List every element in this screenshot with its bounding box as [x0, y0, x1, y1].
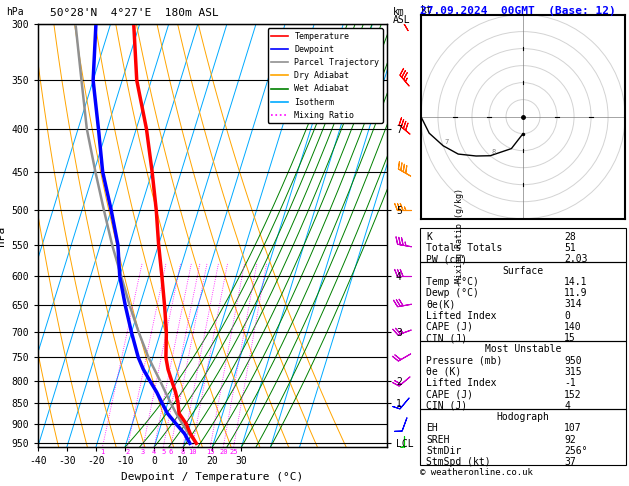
Text: 2: 2 [125, 449, 130, 455]
Text: θe (K): θe (K) [426, 367, 462, 377]
Text: Totals Totals: Totals Totals [426, 243, 503, 253]
Text: 5: 5 [161, 449, 165, 455]
Text: kt: kt [421, 4, 433, 15]
Text: 11.9: 11.9 [564, 288, 587, 298]
X-axis label: Dewpoint / Temperature (°C): Dewpoint / Temperature (°C) [121, 472, 303, 482]
Text: 0: 0 [564, 311, 570, 321]
Text: 20: 20 [219, 449, 228, 455]
Text: Temp (°C): Temp (°C) [426, 277, 479, 287]
Text: 3: 3 [141, 449, 145, 455]
Text: 8: 8 [181, 449, 185, 455]
Text: 37: 37 [564, 457, 576, 467]
Text: 107: 107 [564, 423, 582, 434]
Text: Lifted Index: Lifted Index [426, 311, 497, 321]
Text: Lifted Index: Lifted Index [426, 378, 497, 388]
Text: CIN (J): CIN (J) [426, 333, 467, 343]
Text: K: K [426, 232, 432, 242]
Text: Pressure (mb): Pressure (mb) [426, 356, 503, 366]
Text: CIN (J): CIN (J) [426, 401, 467, 411]
Text: Dewp (°C): Dewp (°C) [426, 288, 479, 298]
Text: 314: 314 [564, 299, 582, 310]
Text: 950: 950 [564, 356, 582, 366]
Text: 14.1: 14.1 [564, 277, 587, 287]
Text: Hodograph: Hodograph [496, 412, 550, 422]
Text: 6: 6 [169, 449, 173, 455]
Text: © weatheronline.co.uk: © weatheronline.co.uk [420, 468, 533, 477]
Text: 2.03: 2.03 [564, 254, 587, 264]
Text: Surface: Surface [503, 265, 543, 276]
Text: CAPE (J): CAPE (J) [426, 390, 474, 399]
Bar [420, 228, 626, 262]
Text: StmDir: StmDir [426, 446, 462, 456]
Text: 140: 140 [564, 322, 582, 332]
Y-axis label: Mixing Ratio (g/kg): Mixing Ratio (g/kg) [455, 188, 464, 283]
Text: 8: 8 [492, 149, 496, 155]
Text: km: km [393, 7, 405, 17]
Text: 152: 152 [564, 390, 582, 399]
Text: 51: 51 [564, 243, 576, 253]
Text: 50°28'N  4°27'E  180m ASL: 50°28'N 4°27'E 180m ASL [50, 8, 219, 18]
Text: 315: 315 [564, 367, 582, 377]
Text: EH: EH [426, 423, 438, 434]
Text: ASL: ASL [393, 15, 411, 25]
Legend: Temperature, Dewpoint, Parcel Trajectory, Dry Adiabat, Wet Adiabat, Isotherm, Mi: Temperature, Dewpoint, Parcel Trajectory… [268, 29, 382, 123]
Text: PW (cm): PW (cm) [426, 254, 467, 264]
Text: 1: 1 [101, 449, 104, 455]
Text: 25: 25 [230, 449, 238, 455]
Y-axis label: hPa: hPa [0, 226, 6, 246]
Text: 10: 10 [188, 449, 197, 455]
Text: Most Unstable: Most Unstable [485, 345, 561, 354]
Text: 7: 7 [445, 139, 449, 145]
Bar [420, 409, 626, 465]
Bar [420, 262, 626, 341]
Text: CAPE (J): CAPE (J) [426, 322, 474, 332]
Text: 28: 28 [564, 232, 576, 242]
Text: θe(K): θe(K) [426, 299, 456, 310]
Text: 92: 92 [564, 434, 576, 445]
Text: 256°: 256° [564, 446, 587, 456]
Text: 4: 4 [152, 449, 157, 455]
Text: StmSpd (kt): StmSpd (kt) [426, 457, 491, 467]
Text: 27.09.2024  00GMT  (Base: 12): 27.09.2024 00GMT (Base: 12) [420, 6, 616, 16]
Text: SREH: SREH [426, 434, 450, 445]
Text: 15: 15 [564, 333, 576, 343]
Text: 4: 4 [564, 401, 570, 411]
Text: -1: -1 [564, 378, 576, 388]
Bar [420, 341, 626, 409]
Text: hPa: hPa [6, 7, 24, 17]
Text: 15: 15 [206, 449, 214, 455]
